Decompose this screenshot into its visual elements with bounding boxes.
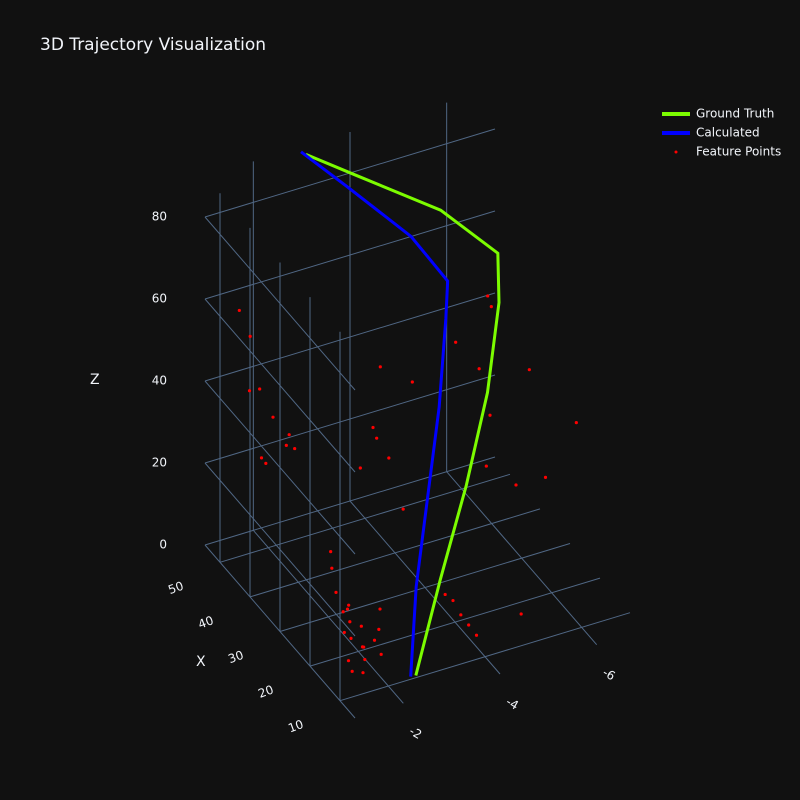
feature-point [519, 612, 523, 616]
feature-point [377, 627, 381, 631]
feature-point [378, 607, 382, 611]
legend-label: Ground Truth [696, 107, 774, 121]
feature-point [488, 413, 492, 417]
feature-point [264, 461, 268, 465]
feature-point [329, 550, 333, 554]
feature-point [358, 466, 362, 470]
z-tick-label: 80 [152, 210, 167, 224]
feature-point [347, 603, 351, 607]
y-grid-line [446, 471, 598, 645]
feature-point [410, 380, 414, 384]
feature-point [248, 334, 252, 338]
trajectory-line [305, 153, 501, 676]
feature-point [330, 566, 334, 570]
feature-point [574, 421, 578, 425]
feature-point [334, 590, 338, 594]
feature-point [237, 308, 241, 313]
legend-label: Calculated [696, 126, 760, 140]
feature-point [387, 456, 391, 460]
feature-point [543, 475, 548, 479]
z-tick-label: 40 [152, 374, 167, 388]
trajectory-line [300, 150, 450, 677]
feature-point [474, 633, 479, 637]
feature-point [247, 389, 252, 393]
z-axis-title: Z [90, 372, 100, 388]
feature-point [348, 620, 352, 624]
feature-point [350, 669, 354, 673]
feature-point [363, 657, 367, 662]
z-tick-label: 60 [152, 292, 167, 306]
feature-point [378, 365, 382, 369]
z-tick-label: 20 [152, 456, 167, 470]
feature-point [342, 630, 346, 635]
feature-point [443, 592, 447, 597]
x-tick-label: 30 [226, 648, 245, 666]
feature-point [459, 613, 463, 617]
feature-point [451, 598, 455, 603]
feature-point [379, 652, 383, 656]
x-tick-label: 20 [256, 682, 275, 700]
x-tick-label: 50 [166, 579, 185, 597]
feature-point [486, 294, 490, 298]
feature-point [401, 507, 405, 511]
feature-point [467, 623, 471, 627]
feature-point [375, 436, 379, 440]
feature-point [489, 304, 493, 309]
legend-label: Feature Points [696, 145, 781, 159]
feature-point [258, 387, 262, 391]
feature-point [484, 464, 488, 468]
feature-point [359, 624, 363, 628]
y-grid-line [252, 530, 404, 704]
feature-point [271, 415, 275, 419]
feature-point [341, 610, 345, 614]
feature-point [259, 456, 264, 460]
x-tick-label: 10 [286, 717, 305, 735]
x-axis-title: X [196, 654, 206, 670]
chart-title: 3D Trajectory Visualization [40, 35, 266, 55]
feature-point [477, 367, 481, 371]
feature-point [360, 645, 365, 649]
feature-point [346, 659, 351, 663]
feature-point [527, 368, 531, 372]
feature-point [514, 483, 518, 487]
z-tick-label: 0 [159, 538, 167, 552]
feature-point [372, 638, 377, 642]
feature-point [293, 446, 297, 451]
feature-point [287, 433, 291, 437]
y-grid-line [349, 500, 501, 675]
feature-point [454, 340, 458, 344]
feature-point [371, 425, 375, 430]
feature-point [361, 671, 365, 675]
feature-point [349, 636, 353, 640]
feature-point [345, 607, 350, 611]
feature-point [284, 443, 288, 447]
x-tick-label: 40 [196, 613, 215, 631]
legend-swatch [674, 150, 678, 154]
